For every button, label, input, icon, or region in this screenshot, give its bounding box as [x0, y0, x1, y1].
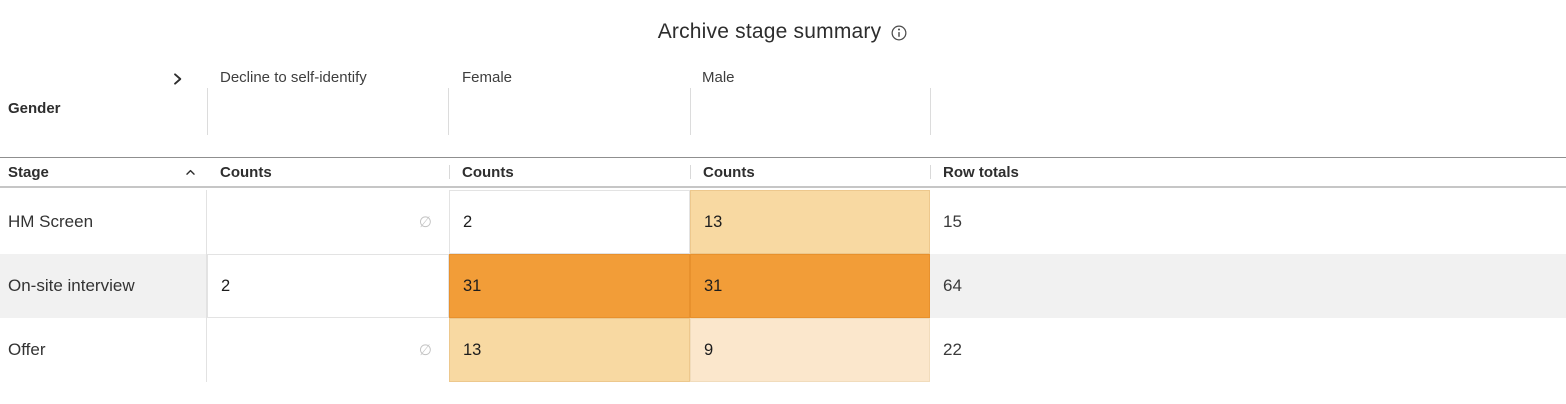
heatmap-cell[interactable]: 2 [449, 190, 690, 254]
heatmap-cell[interactable]: 31 [690, 254, 930, 318]
column-header-stage[interactable]: Stage [0, 158, 207, 186]
chevron-up-icon [184, 166, 197, 179]
column-divider [207, 88, 208, 135]
heatmap-cell[interactable]: 31 [449, 254, 690, 318]
column-divider [448, 88, 449, 135]
heatmap-cell[interactable]: 13 [449, 318, 690, 382]
table-header-row: Stage Counts Counts Counts Row totals [0, 157, 1566, 188]
row-total: 15 [943, 212, 962, 231]
column-divider [930, 88, 931, 135]
column-header-counts-decline: Counts [220, 163, 272, 181]
table-row: On-site interview 2 31 31 64 [0, 254, 1566, 318]
gender-pivot-header: Gender Decline to self-identify Female M… [0, 60, 1566, 157]
table-row: Offer ∅ 13 9 22 [0, 318, 1566, 382]
chevron-right-icon[interactable] [170, 71, 185, 87]
column-header-counts-male: Counts [690, 158, 930, 186]
gender-pivot-label: Gender [8, 100, 61, 117]
header-divider [690, 165, 691, 179]
stage-label: HM Screen [0, 190, 207, 254]
row-total: 64 [943, 276, 962, 295]
stage-label: On-site interview [0, 254, 207, 318]
row-total: 22 [943, 340, 962, 359]
table-row: HM Screen ∅ 2 13 15 [0, 190, 1566, 254]
gender-column-male: Male [702, 69, 735, 86]
heatmap-cell[interactable]: 9 [690, 318, 930, 382]
empty-cell: ∅ [418, 342, 432, 359]
heatmap-cell[interactable]: 2 [207, 254, 449, 318]
title-row: Archive stage summary [0, 20, 1566, 44]
gender-column-female: Female [462, 69, 513, 86]
column-divider [690, 88, 691, 135]
stage-label: Offer [0, 318, 207, 382]
column-header-counts-female: Counts [449, 158, 690, 186]
gender-column-decline: Decline to self-identify [220, 69, 367, 86]
stage-header-label: Stage [8, 163, 49, 181]
heatmap-cell[interactable]: 13 [690, 190, 930, 254]
column-header-row-totals: Row totals [930, 158, 1566, 186]
info-icon[interactable] [890, 24, 908, 42]
header-divider [930, 165, 931, 179]
page-title: Archive stage summary [657, 20, 882, 43]
table-body: HM Screen ∅ 2 13 15 On-site interview 2 … [0, 190, 1566, 382]
header-divider [449, 165, 450, 179]
empty-cell: ∅ [418, 214, 432, 231]
